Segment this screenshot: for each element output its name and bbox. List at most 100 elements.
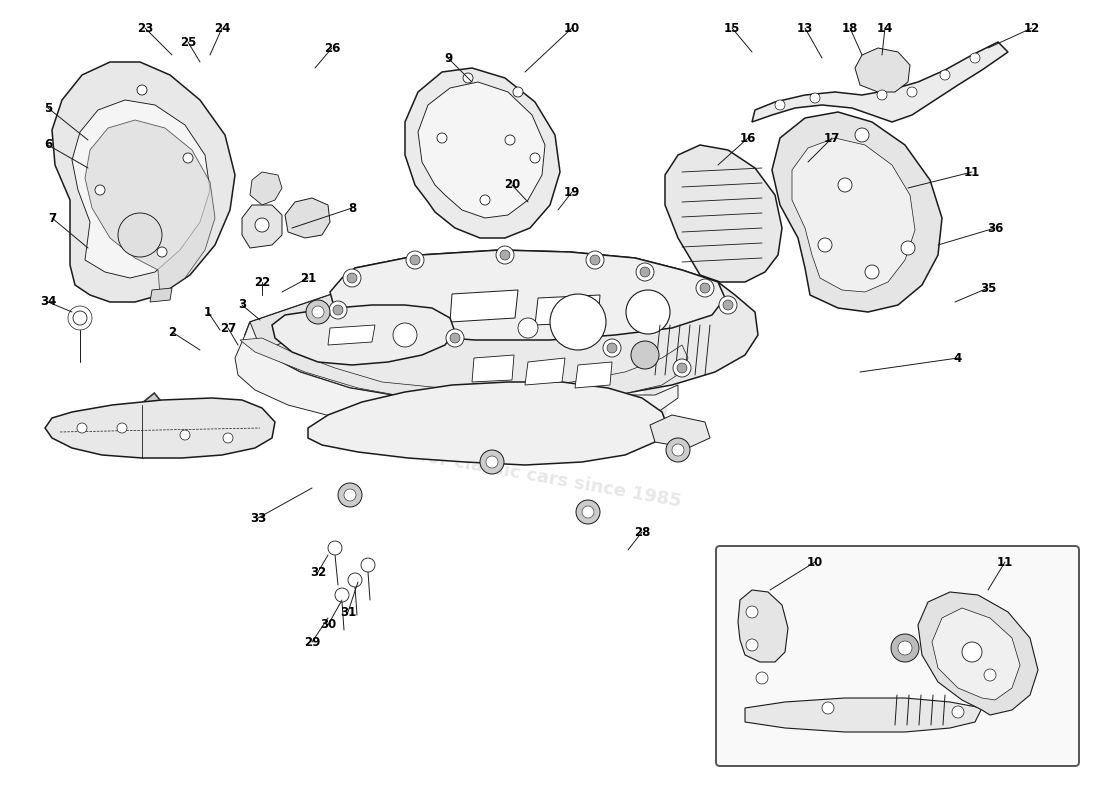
Text: a passion for classic cars since 1985: a passion for classic cars since 1985	[318, 430, 682, 510]
Circle shape	[480, 195, 490, 205]
Text: 27: 27	[220, 322, 236, 334]
Text: 15: 15	[724, 22, 740, 34]
Circle shape	[336, 588, 349, 602]
Polygon shape	[250, 172, 282, 205]
Polygon shape	[272, 305, 455, 365]
Circle shape	[855, 128, 869, 142]
Circle shape	[877, 90, 887, 100]
Circle shape	[636, 263, 654, 281]
Circle shape	[822, 702, 834, 714]
Polygon shape	[472, 355, 514, 382]
Polygon shape	[150, 288, 172, 302]
Circle shape	[344, 489, 356, 501]
Circle shape	[480, 450, 504, 474]
Text: 29: 29	[304, 635, 320, 649]
Polygon shape	[932, 608, 1020, 700]
Polygon shape	[745, 698, 982, 732]
Polygon shape	[650, 415, 710, 448]
Circle shape	[117, 423, 126, 433]
Circle shape	[410, 255, 420, 265]
Circle shape	[500, 250, 510, 260]
Circle shape	[255, 218, 270, 232]
Text: 4: 4	[954, 351, 962, 365]
Circle shape	[607, 343, 617, 353]
Circle shape	[518, 318, 538, 338]
Circle shape	[346, 273, 358, 283]
Polygon shape	[752, 42, 1008, 122]
Circle shape	[73, 311, 87, 325]
Circle shape	[898, 641, 912, 655]
Text: 33: 33	[250, 511, 266, 525]
Polygon shape	[328, 325, 375, 345]
Text: 35: 35	[980, 282, 997, 294]
Polygon shape	[52, 62, 235, 302]
Circle shape	[626, 290, 670, 334]
Polygon shape	[575, 362, 612, 388]
Circle shape	[700, 283, 710, 293]
Polygon shape	[308, 382, 668, 465]
Text: 26: 26	[323, 42, 340, 54]
Polygon shape	[85, 120, 214, 295]
Circle shape	[673, 359, 691, 377]
Text: 19: 19	[564, 186, 580, 198]
Circle shape	[590, 255, 600, 265]
Circle shape	[361, 558, 375, 572]
FancyBboxPatch shape	[716, 546, 1079, 766]
Circle shape	[77, 423, 87, 433]
Circle shape	[329, 301, 346, 319]
Circle shape	[505, 135, 515, 145]
Circle shape	[640, 267, 650, 277]
Text: 11: 11	[997, 555, 1013, 569]
Text: 22: 22	[254, 275, 271, 289]
Polygon shape	[245, 262, 410, 352]
Text: 2: 2	[168, 326, 176, 338]
Circle shape	[446, 329, 464, 347]
Polygon shape	[330, 250, 725, 340]
Text: 24: 24	[213, 22, 230, 34]
Circle shape	[496, 246, 514, 264]
Circle shape	[223, 433, 233, 443]
Polygon shape	[535, 295, 600, 325]
Text: 9: 9	[444, 51, 452, 65]
Circle shape	[696, 279, 714, 297]
Circle shape	[838, 178, 853, 192]
Text: 28: 28	[634, 526, 650, 538]
Polygon shape	[242, 205, 282, 248]
Circle shape	[776, 100, 785, 110]
Circle shape	[901, 241, 915, 255]
Polygon shape	[405, 68, 560, 238]
Circle shape	[908, 87, 917, 97]
Text: 36: 36	[987, 222, 1003, 234]
Circle shape	[338, 483, 362, 507]
Polygon shape	[235, 322, 678, 435]
Circle shape	[582, 506, 594, 518]
Text: 6: 6	[44, 138, 52, 151]
Circle shape	[157, 247, 167, 257]
Circle shape	[810, 93, 820, 103]
Text: 34: 34	[40, 295, 56, 309]
Text: 20: 20	[504, 178, 520, 191]
Circle shape	[406, 251, 424, 269]
Circle shape	[746, 639, 758, 651]
Circle shape	[312, 306, 324, 318]
Text: 32: 32	[310, 566, 326, 578]
Circle shape	[328, 541, 342, 555]
Circle shape	[343, 269, 361, 287]
Circle shape	[746, 606, 758, 618]
Polygon shape	[918, 592, 1038, 715]
Circle shape	[333, 305, 343, 315]
Polygon shape	[240, 338, 688, 402]
Circle shape	[970, 53, 980, 63]
Circle shape	[603, 339, 622, 357]
Polygon shape	[245, 250, 758, 402]
Circle shape	[818, 238, 832, 252]
Polygon shape	[772, 112, 942, 312]
Text: 25: 25	[179, 35, 196, 49]
Circle shape	[95, 185, 104, 195]
Circle shape	[393, 323, 417, 347]
Text: 10: 10	[807, 555, 823, 569]
Text: 13: 13	[796, 22, 813, 34]
Text: 14: 14	[877, 22, 893, 34]
Circle shape	[183, 153, 192, 163]
Circle shape	[348, 573, 362, 587]
